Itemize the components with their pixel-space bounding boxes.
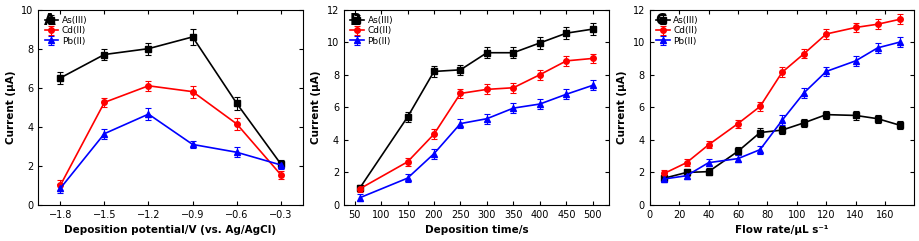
X-axis label: Flow rate/μL s⁻¹: Flow rate/μL s⁻¹: [734, 225, 828, 235]
Legend: As(III), Cd(II), Pb(II): As(III), Cd(II), Pb(II): [653, 14, 700, 47]
Y-axis label: Current (μA): Current (μA): [6, 71, 16, 144]
Legend: As(III), Cd(II), Pb(II): As(III), Cd(II), Pb(II): [42, 14, 89, 47]
Y-axis label: Current (μA): Current (μA): [311, 71, 321, 144]
X-axis label: Deposition time/s: Deposition time/s: [424, 225, 528, 235]
Text: B: B: [349, 13, 360, 28]
Y-axis label: Current (μA): Current (μA): [617, 71, 627, 144]
X-axis label: Deposition potential/V (vs. Ag/AgCl): Deposition potential/V (vs. Ag/AgCl): [64, 225, 277, 235]
Text: C: C: [654, 13, 665, 28]
Legend: As(III), Cd(II), Pb(II): As(III), Cd(II), Pb(II): [348, 14, 394, 47]
Text: A: A: [43, 13, 55, 28]
